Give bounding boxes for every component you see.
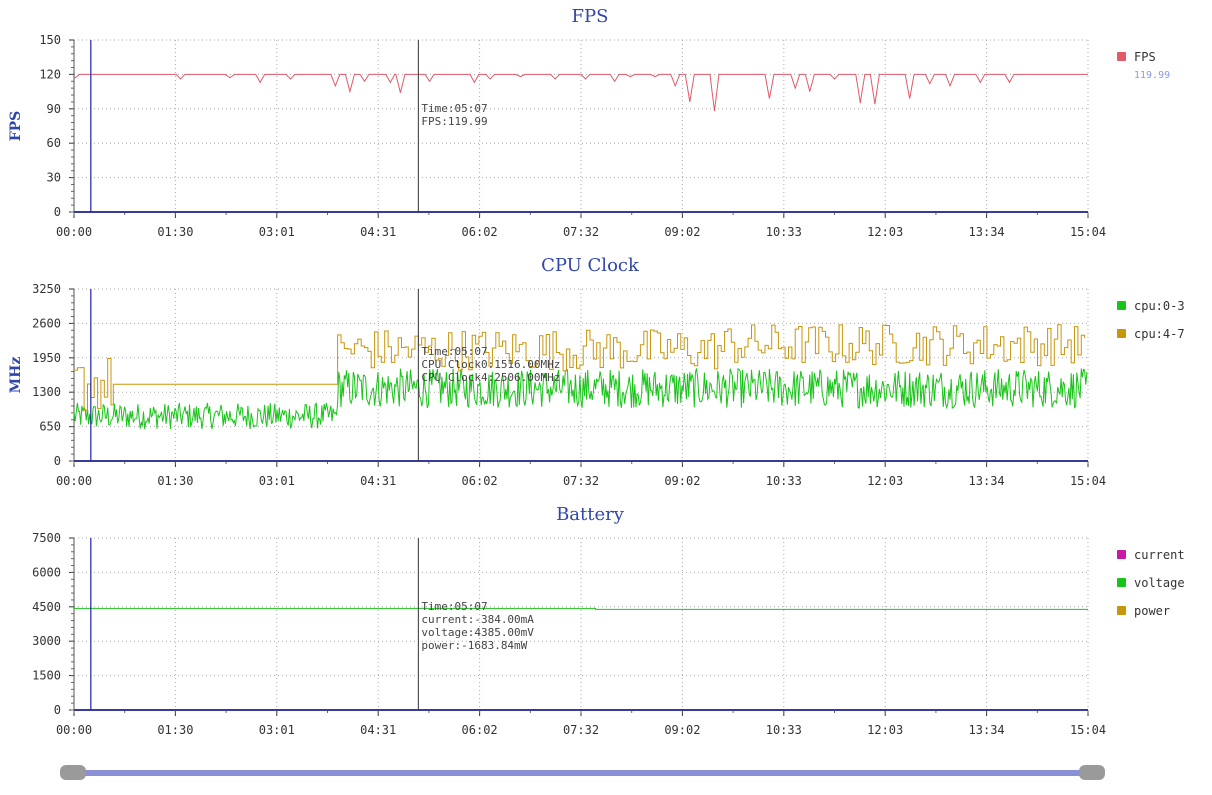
battery-cursor-label: Time:05:07 [421, 600, 487, 613]
fps-ytick-label: 90 [47, 102, 61, 116]
fps-title: FPS [572, 6, 609, 27]
cpu-cursor-label: Time:05:07 [421, 345, 487, 358]
fps-xtick-label: 10:33 [766, 225, 802, 239]
fps-cursor-label: FPS:119.99 [421, 115, 487, 128]
battery-xtick-label: 04:31 [360, 723, 396, 737]
battery-legend-swatch [1117, 550, 1126, 559]
battery-xtick-label: 13:34 [969, 723, 1005, 737]
cpu-ytick-label: 1950 [32, 351, 61, 365]
battery-legend-label: voltage [1134, 576, 1185, 590]
battery-xtick-label: 03:01 [259, 723, 295, 737]
cpu-xtick-label: 13:34 [969, 474, 1005, 488]
slider-start-handle[interactable] [60, 765, 86, 780]
cpu-series-cpu-4-7 [74, 324, 1086, 411]
battery-xtick-label: 09:02 [664, 723, 700, 737]
cpu-xtick-label: 03:01 [259, 474, 295, 488]
cpu-ytick-label: 1300 [32, 385, 61, 399]
battery-xtick-label: 01:30 [157, 723, 193, 737]
cpu-ytick-label: 3250 [32, 282, 61, 296]
battery-xtick-label: 07:32 [563, 723, 599, 737]
battery-xtick-label: 00:00 [56, 723, 92, 737]
cpu-legend-swatch [1117, 329, 1126, 338]
cpu-xtick-label: 12:03 [867, 474, 903, 488]
battery-ytick-label: 4500 [32, 600, 61, 614]
battery-cursor-label: power:-1683.84mW [421, 639, 527, 652]
cpu-xtick-label: 15:04 [1070, 474, 1106, 488]
fps-legend-swatch [1117, 52, 1126, 61]
cpu-xtick-label: 07:32 [563, 474, 599, 488]
fps-chart: FPS FPS 0 30 60 90 120 150 00:00 01:30 03:01 04:31 0… [8, 6, 1170, 239]
fps-xtick-label: 03:01 [259, 225, 295, 239]
cpu-xtick-label: 10:33 [766, 474, 802, 488]
cpu-title: CPU Clock [541, 255, 640, 276]
battery-legend-swatch [1117, 578, 1126, 587]
cpu-legend-label: cpu:0-3 [1134, 299, 1185, 313]
slider-end-handle[interactable] [1079, 765, 1105, 780]
fps-xtick-label: 06:02 [462, 225, 498, 239]
battery-series-voltage [74, 607, 1088, 610]
fps-xtick-label: 15:04 [1070, 225, 1106, 239]
cpu-xtick-label: 09:02 [664, 474, 700, 488]
cpu-legend-label: cpu:4-7 [1134, 327, 1185, 341]
battery-ytick-label: 7500 [32, 531, 61, 545]
battery-legend-swatch [1117, 606, 1126, 615]
battery-chart: Battery 0 1500 3000 4500 6000 7500 00:00 01:30 03… [32, 504, 1184, 737]
cpu-xtick-label: 04:31 [360, 474, 396, 488]
cpu-ytick-label: 2600 [32, 316, 61, 330]
fps-xtick-label: 09:02 [664, 225, 700, 239]
fps-ytick-label: 30 [47, 171, 61, 185]
fps-legend-label: FPS [1134, 50, 1156, 64]
fps-xtick-label: 13:34 [969, 225, 1005, 239]
battery-cursor-label: voltage:4385.00mV [421, 626, 534, 639]
fps-legend-value: 119.99 [1134, 70, 1170, 81]
fps-cursor-label: Time:05:07 [421, 102, 487, 115]
cpu-xtick-label: 00:00 [56, 474, 92, 488]
battery-ytick-label: 3000 [32, 634, 61, 648]
cpu-ytick-label: 650 [39, 420, 61, 434]
battery-title: Battery [556, 504, 625, 525]
battery-xtick-label: 15:04 [1070, 723, 1106, 737]
battery-legend-label: power [1134, 604, 1170, 618]
slider-track[interactable] [72, 770, 1093, 776]
fps-xtick-label: 00:00 [56, 225, 92, 239]
cpu-chart: CPU Clock MHz 0 650 1300 1950 2600 3250 00:00 01:… [8, 255, 1185, 488]
battery-xtick-label: 10:33 [766, 723, 802, 737]
cpu-xtick-label: 01:30 [157, 474, 193, 488]
cpu-xtick-label: 06:02 [462, 474, 498, 488]
fps-ytick-label: 120 [39, 67, 61, 81]
battery-xtick-label: 06:02 [462, 723, 498, 737]
battery-ytick-label: 6000 [32, 565, 61, 579]
fps-ytick-label: 0 [54, 205, 61, 219]
battery-ytick-label: 1500 [32, 669, 61, 683]
battery-ytick-label: 0 [54, 703, 61, 717]
fps-xtick-label: 12:03 [867, 225, 903, 239]
battery-cursor-label: current:-384.00mA [421, 613, 534, 626]
cpu-ytick-label: 0 [54, 454, 61, 468]
fps-xtick-label: 04:31 [360, 225, 396, 239]
fps-xtick-label: 07:32 [563, 225, 599, 239]
cpu-legend-swatch [1117, 301, 1126, 310]
cpu-ylabel: MHz [8, 357, 24, 394]
fps-series-FPS [73, 73, 1088, 112]
cpu-cursor-label: CPU Clock0:1516.00MHz [421, 358, 560, 371]
fps-ytick-label: 150 [39, 33, 61, 47]
fps-xtick-label: 01:30 [157, 225, 193, 239]
fps-ylabel: FPS [8, 111, 24, 142]
cpu-series-cpu-0-3 [73, 367, 1088, 430]
time-range-slider[interactable] [60, 762, 1105, 784]
fps-ytick-label: 60 [47, 136, 61, 150]
battery-legend-label: current [1134, 548, 1185, 562]
cpu-cursor-label: CPU Clock4:2506.00MHz [421, 371, 560, 384]
battery-xtick-label: 12:03 [867, 723, 903, 737]
